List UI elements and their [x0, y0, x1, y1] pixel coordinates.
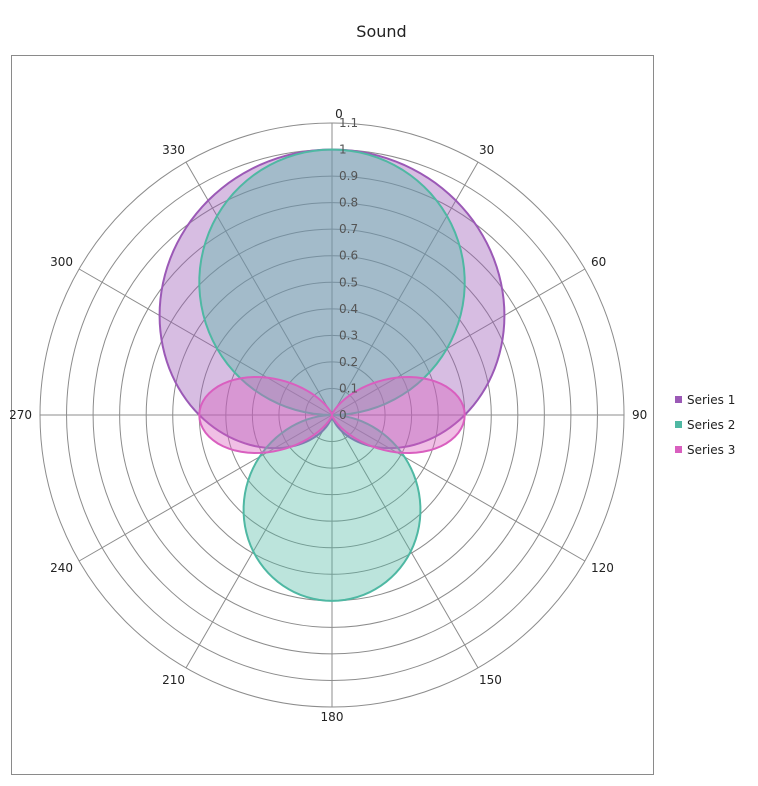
- legend: Series 1 Series 2 Series 3: [675, 387, 735, 462]
- angular-tick-label: 60: [591, 255, 606, 269]
- legend-item-series-3[interactable]: Series 3: [675, 437, 735, 462]
- angular-tick-label: 330: [162, 143, 185, 157]
- radial-tick-label: 1.1: [339, 116, 358, 130]
- radial-tick-label: 0.5: [339, 275, 358, 289]
- legend-label: Series 3: [687, 442, 736, 457]
- grid-spoke: [331, 414, 586, 562]
- angular-tick-label: 0: [335, 107, 343, 121]
- radial-tick-label: 0.7: [339, 222, 358, 236]
- angular-tick-label: 210: [162, 673, 185, 687]
- angular-tick-label: 240: [50, 561, 73, 575]
- polar-grid: [39, 122, 625, 708]
- grid-spoke: [185, 414, 333, 669]
- radial-tick-label: 0.1: [339, 381, 358, 395]
- radial-tick-labels: 0 0.1 0.2 0.3 0.4 0.5 0.6 0.7 0.8 0.9 1 1.1: [339, 116, 358, 422]
- legend-label: Series 1: [687, 392, 736, 407]
- series-3-area: [198, 376, 466, 454]
- angular-tick-label: 150: [479, 673, 502, 687]
- grid-spoke: [185, 161, 333, 416]
- grid-spoke: [78, 268, 333, 416]
- legend-item-series-2[interactable]: Series 2: [675, 412, 735, 437]
- radial-tick-label: 0.4: [339, 302, 358, 316]
- angular-tick-label: 180: [321, 710, 344, 724]
- chart-title: Sound: [356, 22, 407, 41]
- angular-tick-label: 30: [479, 143, 494, 157]
- angular-tick-label: 270: [9, 408, 32, 422]
- legend-swatch: [675, 421, 682, 428]
- series-2-area: [198, 148, 466, 602]
- grid-spoke: [78, 414, 333, 562]
- radial-tick-label: 0.6: [339, 249, 358, 263]
- grid-spoke: [331, 268, 586, 416]
- legend-item-series-1[interactable]: Series 1: [675, 387, 735, 412]
- legend-label: Series 2: [687, 417, 736, 432]
- radial-tick-label: 0.9: [339, 169, 358, 183]
- legend-swatch: [675, 396, 682, 403]
- radial-tick-label: 0.2: [339, 355, 358, 369]
- grid-spoke: [331, 414, 479, 669]
- radial-tick-label: 0.3: [339, 328, 358, 342]
- radial-tick-label: 0.8: [339, 196, 358, 210]
- angular-tick-label: 90: [632, 408, 647, 422]
- angular-tick-labels: 0 30 60 90 120 150 180 210 240 270 300 330: [9, 107, 647, 724]
- angular-tick-label: 300: [50, 255, 73, 269]
- series-layer: [158, 148, 506, 602]
- grid-spoke: [331, 161, 479, 416]
- legend-swatch: [675, 446, 682, 453]
- radial-tick-label: 0: [339, 408, 347, 422]
- plot-area-frame: [11, 55, 654, 775]
- radial-tick-label: 1: [339, 143, 347, 157]
- angular-tick-label: 120: [591, 561, 614, 575]
